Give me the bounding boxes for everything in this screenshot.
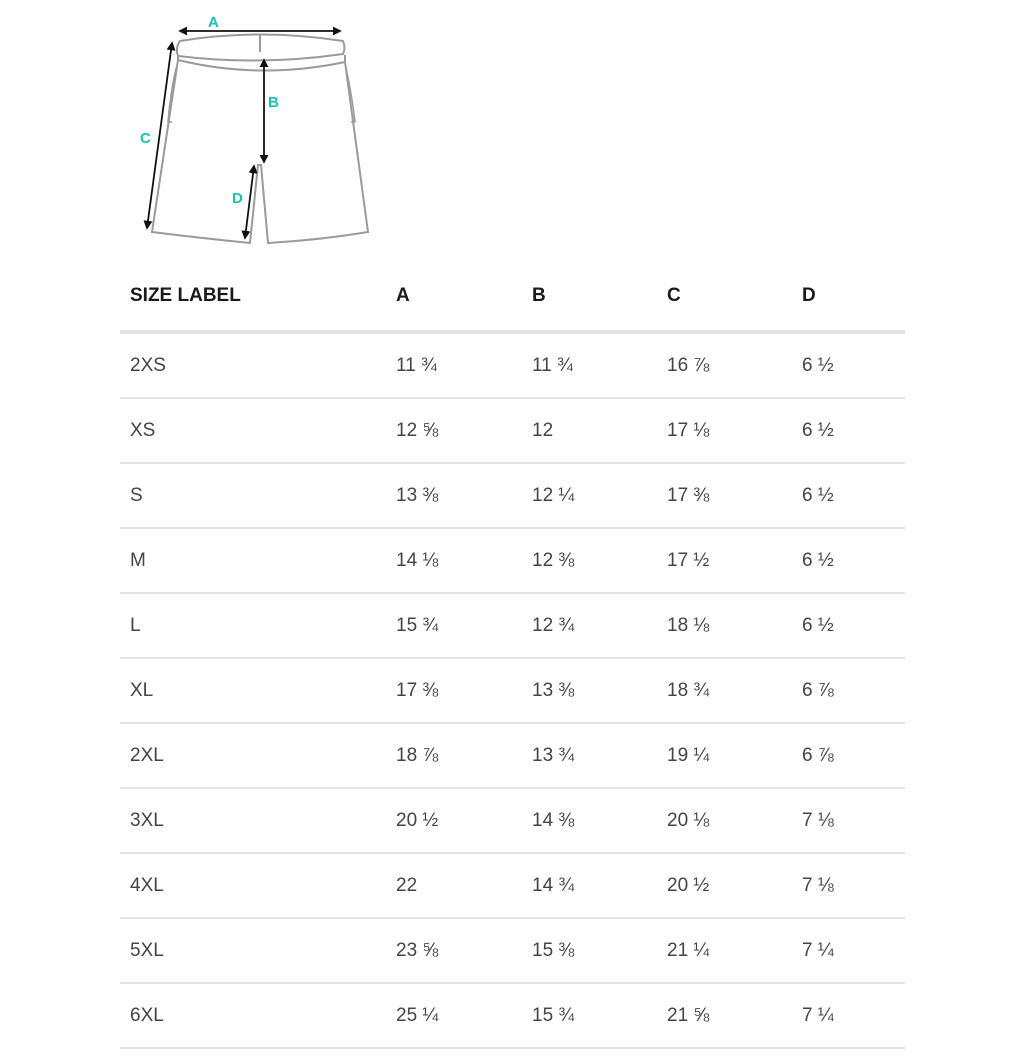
shorts-measurement-diagram: A B C D <box>140 14 370 245</box>
size-label-cell: XL <box>120 658 386 724</box>
measurement-cell: 20 ⅛ <box>657 788 792 854</box>
column-header: D <box>792 262 905 334</box>
measurement-cell: 21 ¼ <box>657 918 792 984</box>
size-label-cell: S <box>120 463 386 529</box>
measurement-cell: 22 <box>386 853 522 919</box>
label-d: D <box>232 190 243 207</box>
measurement-cell: 18 ⅞ <box>386 723 522 789</box>
measurement-cell: 16 ⅞ <box>657 332 792 399</box>
measurement-cell: 6 ½ <box>792 593 905 659</box>
measurement-cell: 6 ⅞ <box>792 658 905 724</box>
measurement-cell: 17 ½ <box>657 528 792 594</box>
label-c: C <box>140 130 151 147</box>
measurement-cell: 14 ¾ <box>522 853 657 919</box>
size-label-cell: 5XL <box>120 918 386 984</box>
measurement-cell: 17 ⅜ <box>657 463 792 529</box>
measurement-cell: 23 ⅝ <box>386 918 522 984</box>
column-header: SIZE LABEL <box>120 262 386 334</box>
measurement-cell: 12 ⅝ <box>386 398 522 464</box>
measurement-cell: 7 ¼ <box>792 983 905 1049</box>
label-b: B <box>268 94 279 111</box>
measurement-cell: 12 ⅜ <box>522 528 657 594</box>
measurement-cell: 6 ⅞ <box>792 723 905 789</box>
size-label-cell: 2XS <box>120 332 386 399</box>
size-label-cell: 2XL <box>120 723 386 789</box>
size-label-cell: 6XL <box>120 983 386 1049</box>
measurement-cell: 6 ½ <box>792 463 905 529</box>
measurement-cell: 17 ⅜ <box>386 658 522 724</box>
measurement-cell: 6 ½ <box>792 398 905 464</box>
measurement-cell: 12 <box>522 398 657 464</box>
measurement-cell: 14 ⅜ <box>522 788 657 854</box>
measurement-cell: 14 ⅛ <box>386 528 522 594</box>
measurement-cell: 6 ½ <box>792 332 905 399</box>
measurement-cell: 6 ½ <box>792 528 905 594</box>
measurement-cell: 18 ⅛ <box>657 593 792 659</box>
measurement-cell: 13 ⅜ <box>386 463 522 529</box>
measurement-cell: 17 ⅛ <box>657 398 792 464</box>
size-label-cell: L <box>120 593 386 659</box>
measurement-cell: 25 ¼ <box>386 983 522 1049</box>
measurement-cell: 12 ¼ <box>522 463 657 529</box>
measurement-cell: 15 ⅜ <box>522 918 657 984</box>
measurement-cell: 13 ⅜ <box>522 658 657 724</box>
table-header-row: SIZE LABEL A B C D <box>120 262 905 334</box>
column-header: A <box>386 262 522 334</box>
measurement-cell: 18 ¾ <box>657 658 792 724</box>
measurement-cell: 7 ¼ <box>792 918 905 984</box>
column-header: B <box>522 262 657 334</box>
label-a: A <box>208 14 219 31</box>
size-label-cell: 4XL <box>120 853 386 919</box>
measurement-cell: 19 ¼ <box>657 723 792 789</box>
measurement-cell: 13 ¾ <box>522 723 657 789</box>
size-label-cell: 3XL <box>120 788 386 854</box>
size-label-cell: M <box>120 528 386 594</box>
measurement-cell: 11 ¾ <box>386 332 522 399</box>
shorts-outline <box>150 33 370 245</box>
measurement-cell: 20 ½ <box>657 853 792 919</box>
measurement-cell: 20 ½ <box>386 788 522 854</box>
measurement-arrows <box>143 26 342 240</box>
size-label-cell: XS <box>120 398 386 464</box>
measurement-cell: 15 ¾ <box>522 983 657 1049</box>
measurement-cell: 7 ⅛ <box>792 788 905 854</box>
measurement-cell: 21 ⅝ <box>657 983 792 1049</box>
measurement-cell: 11 ¾ <box>522 332 657 399</box>
measurement-cell: 15 ¾ <box>386 593 522 659</box>
column-header: C <box>657 262 792 334</box>
measurement-cell: 7 ⅛ <box>792 853 905 919</box>
measurement-cell: 12 ¾ <box>522 593 657 659</box>
